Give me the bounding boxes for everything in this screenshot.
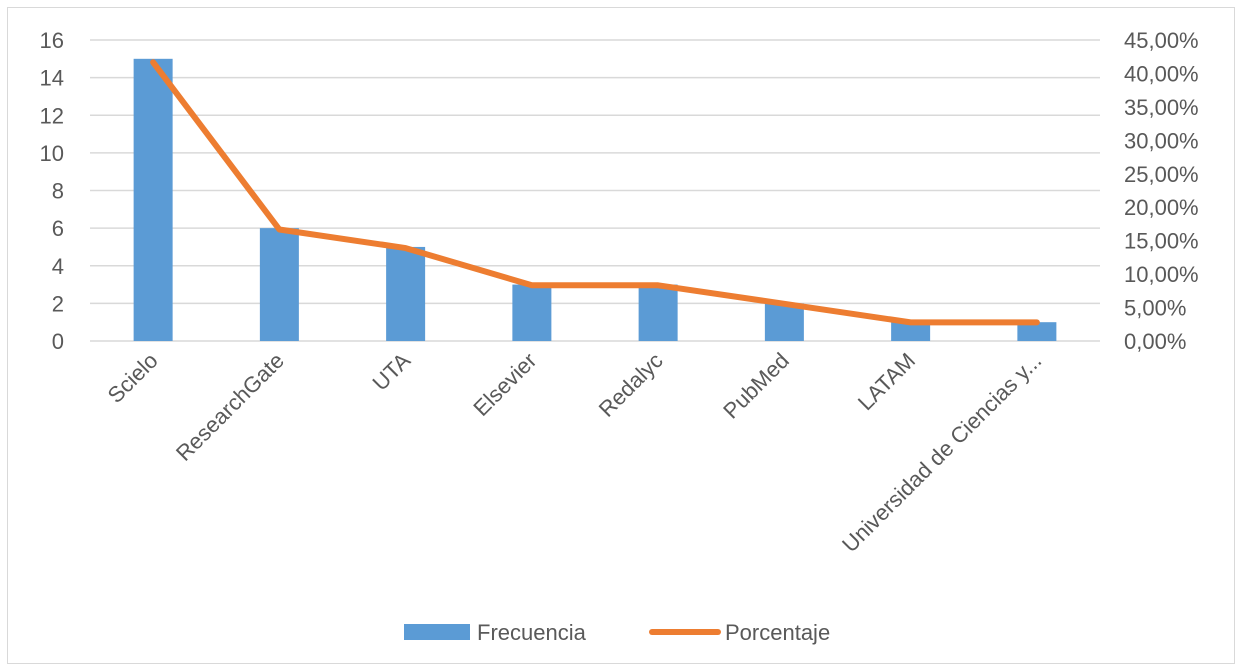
line-path — [150, 59, 1040, 326]
category-label: Elsevier — [468, 348, 541, 421]
bar — [891, 322, 931, 341]
right-axis-ticks: 0,00% 5,00% 10,00% 15,00% 20,00% 25,00% 30,00%… — [1124, 28, 1199, 354]
bar — [133, 58, 173, 341]
category-label: ResearchGate — [171, 348, 289, 466]
bar — [259, 228, 299, 341]
category-label: Universidad de Ciencias y... — [837, 348, 1046, 557]
right-tick-label: 5,00% — [1124, 296, 1186, 321]
bar — [638, 284, 678, 341]
right-tick-label: 25,00% — [1124, 162, 1199, 187]
category-labels: Scielo ResearchGate UTA Elsevier Redalyc PubM… — [103, 348, 1047, 558]
left-tick-label: 2 — [52, 291, 64, 316]
legend-swatch-frecuencia — [404, 624, 470, 640]
left-tick-label: 14 — [40, 66, 64, 91]
chart-frame — [7, 7, 1235, 664]
bar — [1017, 322, 1057, 341]
line-series-porcentaje — [150, 59, 1040, 326]
legend-label-porcentaje: Porcentaje — [725, 620, 830, 645]
left-tick-label: 8 — [52, 179, 64, 204]
category-label: Scielo — [103, 348, 163, 408]
right-tick-label: 10,00% — [1124, 262, 1199, 287]
bar — [764, 303, 804, 341]
left-tick-label: 16 — [40, 28, 64, 53]
right-tick-label: 20,00% — [1124, 195, 1199, 220]
category-label: Redalyc — [594, 348, 668, 422]
bar-series-frecuencia — [133, 58, 1057, 341]
right-tick-label: 15,00% — [1124, 229, 1199, 254]
left-tick-label: 6 — [52, 216, 64, 241]
legend-label-frecuencia: Frecuencia — [477, 620, 587, 645]
left-tick-label: 0 — [52, 329, 64, 354]
left-tick-label: 4 — [52, 254, 64, 279]
left-axis-ticks: 0 2 4 6 8 10 12 14 16 — [40, 28, 64, 354]
category-label: PubMed — [718, 348, 794, 424]
right-tick-label: 30,00% — [1124, 128, 1199, 153]
right-tick-label: 40,00% — [1124, 61, 1199, 86]
category-label: UTA — [368, 348, 416, 396]
legend: Frecuencia Porcentaje — [404, 620, 830, 645]
bar — [386, 246, 426, 341]
left-tick-label: 12 — [40, 103, 64, 128]
bar — [512, 284, 552, 341]
left-tick-label: 10 — [40, 141, 64, 166]
right-tick-label: 35,00% — [1124, 95, 1199, 120]
right-tick-label: 45,00% — [1124, 28, 1199, 53]
gridlines — [90, 39, 1100, 342]
right-tick-label: 0,00% — [1124, 329, 1186, 354]
category-label: LATAM — [853, 348, 920, 415]
